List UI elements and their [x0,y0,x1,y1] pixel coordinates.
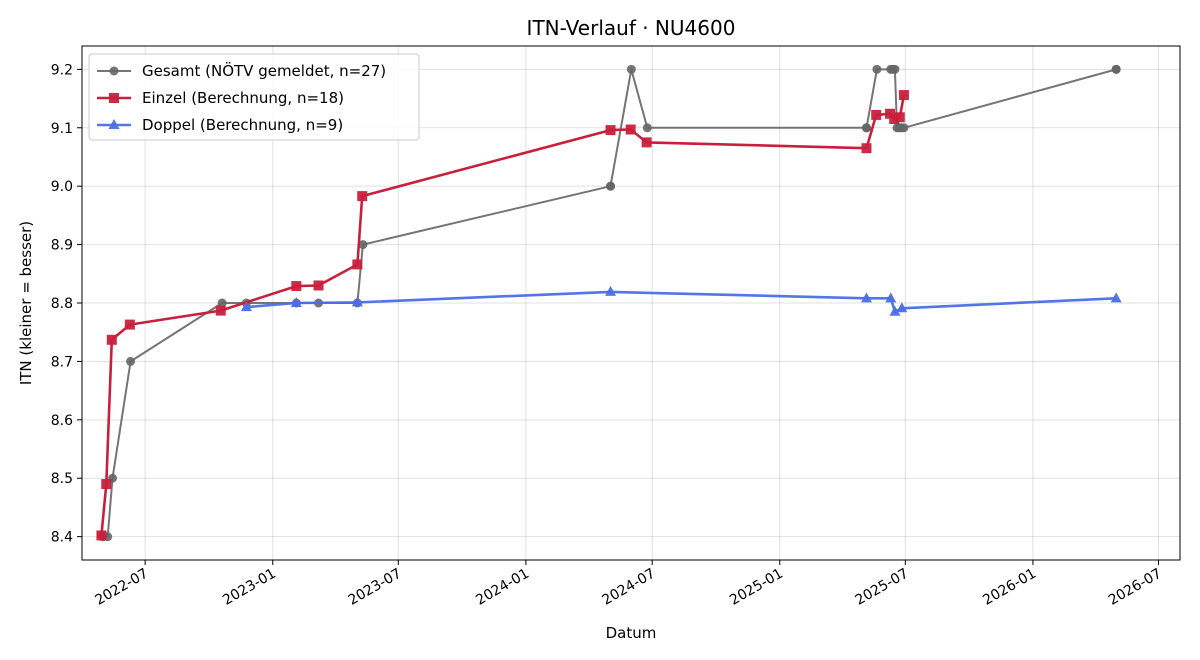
data-point-einzel [215,305,226,316]
data-point-einzel [871,109,882,120]
y-tick-label: 8.9 [51,238,73,254]
data-point-doppel [240,301,252,312]
y-axis-title: ITN (kleiner = besser) [17,221,35,385]
y-tick-label: 9.2 [51,62,73,78]
data-point-einzel [898,90,909,101]
data-point-doppel [605,285,617,296]
data-point-einzel [101,479,112,490]
data-point-einzel [625,124,636,135]
data-point-einzel [291,281,302,292]
data-point-gesamt [899,123,909,133]
data-point-doppel [860,292,872,303]
legend-label-gesamt: Gesamt (NÖTV gemeldet, n=27) [142,61,386,80]
data-point-gesamt [626,64,636,74]
data-point-einzel [313,280,324,291]
data-point-gesamt [642,123,652,133]
data-point-einzel [352,259,363,270]
series-doppel [240,285,1122,316]
legend: Gesamt (NÖTV gemeldet, n=27) Einzel (Bere… [88,53,420,141]
y-axis: 8.4 8.5 8.6 8.7 8.8 8.9 9.0 9.1 9.2 [51,62,82,546]
data-point-gesamt [217,298,227,308]
data-point-einzel [605,125,616,136]
y-tick-label: 8.5 [51,471,73,487]
data-point-gesamt [890,64,900,74]
y-tick-label: 8.4 [51,530,73,546]
data-point-gesamt [126,356,136,366]
data-point-einzel [106,334,117,345]
legend-label-doppel: Doppel (Berechnung, n=9) [142,116,343,134]
x-axis-title: Datum [606,624,657,642]
data-point-einzel [124,319,135,330]
data-point-gesamt [872,64,882,74]
data-point-doppel [885,292,897,303]
series-einzel [96,90,909,541]
legend-label-einzel: Einzel (Berechnung, n=18) [142,89,344,107]
legend-marker-einzel [109,93,119,103]
data-point-gesamt [861,123,871,133]
data-point-einzel [861,143,872,154]
data-point-doppel [1110,292,1122,303]
y-tick-label: 9.0 [51,179,73,195]
data-point-gesamt [1111,64,1121,74]
data-point-einzel [641,137,652,148]
data-point-einzel [885,108,896,119]
series-layer [96,64,1122,542]
data-point-doppel [290,297,302,307]
data-point-einzel [96,530,107,541]
data-point-einzel [889,114,900,125]
legend-marker-doppel [108,119,120,129]
chart-title: ITN-Verlauf · NU4600 [527,16,736,40]
legend-marker-gesamt [109,66,119,76]
data-point-gesamt [358,240,368,250]
y-tick-label: 8.8 [51,296,73,312]
data-point-einzel [357,191,368,202]
y-tick-label: 8.6 [51,413,73,429]
data-point-gesamt [606,181,616,191]
y-tick-label: 8.7 [51,354,73,370]
data-point-doppel [896,302,908,313]
data-point-doppel [351,296,363,307]
y-tick-label: 9.1 [51,121,73,137]
legend-box [88,53,420,141]
data-point-einzel [894,112,905,123]
data-point-doppel [889,305,901,316]
